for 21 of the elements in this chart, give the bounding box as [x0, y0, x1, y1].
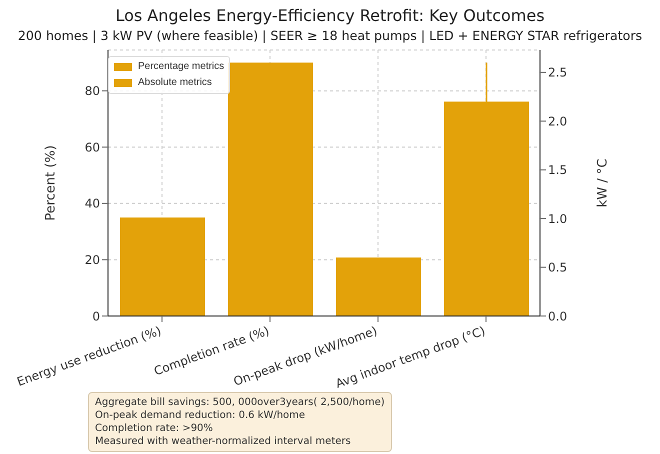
y-tick-label: 80	[84, 84, 100, 98]
text: Aggregate bill savings: 500, 000over3years( 2,500/home)	[95, 396, 385, 409]
y2-tick-label: 1.5	[548, 163, 568, 178]
y2-tick-label: 2.0	[548, 114, 568, 128]
legend-label: Absolute metrics	[138, 76, 212, 90]
text: On-peak demand reduction: 0.6 kW/home	[95, 409, 306, 422]
y-tick-label: 40	[84, 196, 100, 211]
y2-tick-label: 0.0	[548, 309, 568, 324]
text: Completion rate: >90%	[95, 422, 214, 435]
y2-axis-title: kW / °C	[596, 158, 611, 208]
y-tick-label: 20	[84, 252, 100, 267]
y-axis-title: Percent (%)	[44, 145, 59, 221]
y-tick-label: 0	[92, 309, 100, 324]
legend-label: Percentage metrics	[138, 60, 224, 74]
y2-tick-label: 1.0	[548, 212, 568, 226]
chart-subtitle: 200 homes | 3 kW PV (where feasible) | SEER ≥ 18 heat pumps | LED + ENERGY STAR refrigerators	[16, 27, 644, 45]
y2-tick-label: 0.5	[548, 260, 568, 275]
chart-title: Los Angeles Energy-Efficiency Retrofit: Key Outcomes	[114, 6, 546, 26]
y-tick-label: 60	[84, 140, 100, 154]
y2-tick-label: 2.5	[548, 66, 568, 80]
text: Measured with weather-normalized interval meters	[95, 435, 352, 448]
